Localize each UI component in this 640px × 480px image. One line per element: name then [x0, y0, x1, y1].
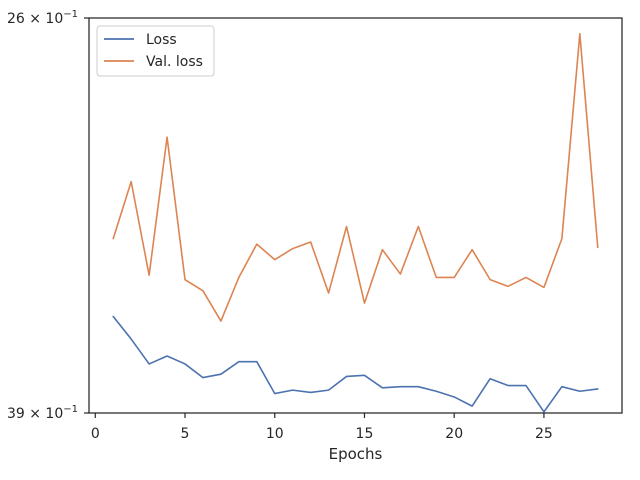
series-layer	[112, 32, 599, 413]
x-tick-label: 25	[535, 426, 553, 442]
series-line-1	[112, 32, 599, 322]
x-axis-label: Epochs	[329, 445, 383, 463]
x-tick-label: 15	[356, 426, 374, 442]
y-tick-label: 26 × 10−1	[7, 9, 78, 27]
plot-background	[89, 18, 622, 413]
x-axis-ticks: 0 5 10 15 20 25	[91, 413, 553, 442]
series-line-0	[112, 315, 599, 413]
y-axis-ticks: 26 × 10−1 39 × 10−1	[7, 9, 89, 422]
legend-label-1: Val. loss	[146, 54, 203, 70]
x-tick-label: 20	[445, 426, 463, 442]
legend: Loss Val. loss	[96, 25, 215, 77]
x-tick-label: 5	[181, 426, 190, 442]
plot-frame	[88, 17, 623, 414]
legend-label-0: Loss	[146, 32, 177, 48]
x-tick-label: 10	[266, 426, 284, 442]
y-tick-label: 39 × 10−1	[7, 404, 78, 422]
x-tick-label: 0	[91, 426, 100, 442]
